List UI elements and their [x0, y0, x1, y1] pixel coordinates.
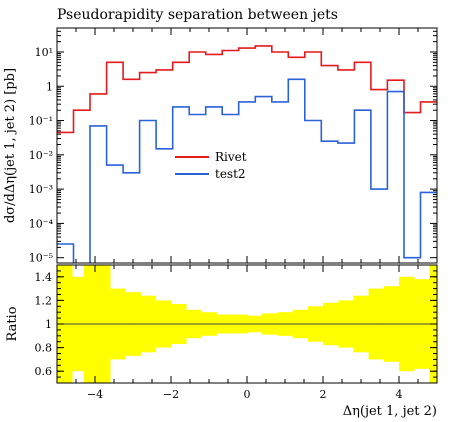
main-y-tick-label: 1 — [46, 80, 53, 93]
legend: Rivet test2 — [175, 150, 247, 181]
series-line-rivet — [57, 45, 437, 134]
chart-title: Pseudorapidity separation between jets — [57, 7, 338, 23]
main-series-lines — [57, 45, 437, 263]
x-axis-label: Δη(jet 1, jet 2) — [343, 404, 437, 419]
legend-label-test2: test2 — [215, 167, 246, 181]
ratio-y-tick-label: 0.6 — [35, 365, 53, 378]
main-y-tick-label: 10⁻⁴ — [29, 217, 54, 230]
main-y-tick-label: 10⁻¹ — [29, 115, 53, 128]
series-line-test2 — [57, 78, 437, 263]
ratio-y-tick-label: 1.4 — [35, 271, 53, 284]
x-tick-label: −4 — [87, 388, 103, 401]
ratio-plot-panel: 0.6 0.8 1 1.2 1.4 −4 −2 0 2 4 — [35, 264, 438, 401]
main-plot-panel: 10⁻⁵ 10⁻⁴ 10⁻³ 10⁻² 10⁻¹ 1 10¹ — [29, 27, 438, 265]
ratio-y-tick-label: 0.8 — [35, 342, 53, 355]
main-y-tick-label: 10⁻⁵ — [29, 252, 53, 265]
x-tick-label: 0 — [244, 388, 251, 401]
ratio-y-tick-label: 1.2 — [35, 294, 53, 307]
main-y-axis-label: dσ/dΔη(jet 1, jet 2) [pb] — [3, 68, 18, 223]
x-tick-label: −2 — [163, 388, 179, 401]
main-axis-ticks: 10⁻⁵ 10⁻⁴ 10⁻³ 10⁻² 10⁻¹ 1 10¹ — [29, 27, 437, 265]
main-y-tick-label: 10¹ — [35, 46, 53, 59]
x-tick-label: 4 — [396, 388, 403, 401]
main-y-tick-label: 10⁻² — [29, 149, 53, 162]
ratio-plot-frame — [56, 264, 438, 384]
ratio-y-axis-label: Ratio — [5, 306, 20, 341]
ratio-y-tick-label: 1 — [45, 318, 52, 331]
x-tick-label: 2 — [320, 388, 327, 401]
legend-label-rivet: Rivet — [215, 150, 247, 164]
ratio-axis-ticks: 0.6 0.8 1 1.2 1.4 −4 −2 0 2 4 — [35, 265, 437, 401]
main-y-tick-label: 10⁻³ — [29, 183, 53, 196]
main-plot-frame — [56, 27, 438, 264]
